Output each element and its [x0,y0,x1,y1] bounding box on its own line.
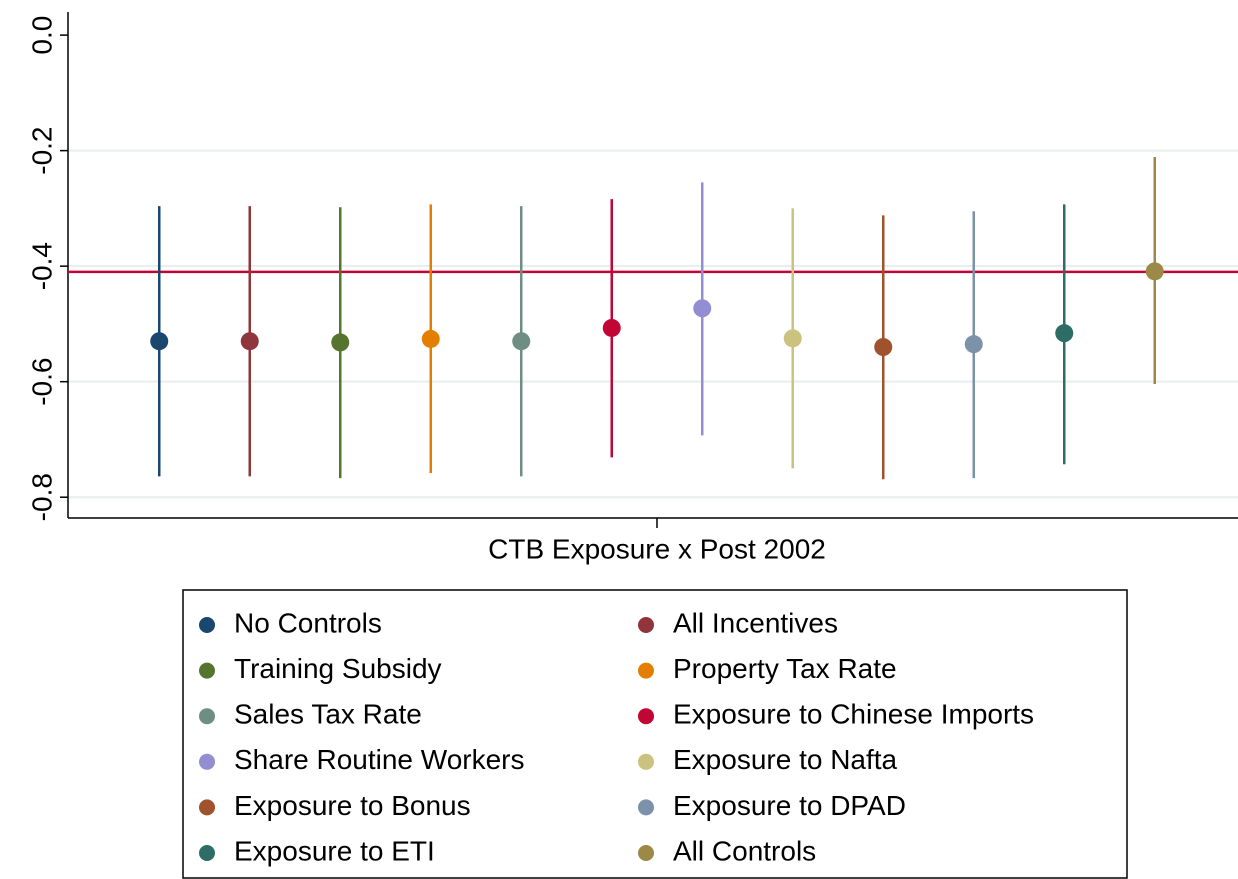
legend-marker [638,708,654,725]
point [240,332,259,351]
point [512,332,531,351]
legend-box [182,589,1128,879]
legend-label: Sales Tax Rate [234,699,422,730]
legend-marker [638,753,654,770]
legend-label: Exposure to Bonus [234,790,471,821]
y-tick-label: -0.2 [26,127,57,175]
point [874,338,893,357]
point [693,299,712,318]
legend-label: Training Subsidy [234,653,442,684]
point [602,318,621,337]
legend-label: Exposure to Chinese Imports [673,699,1034,730]
point [1145,262,1164,281]
legend-label: Exposure to ETI [234,835,435,866]
legend-marker [638,617,654,633]
x-tick-label: CTB Exposure x Post 2002 [488,533,826,564]
legend-marker [638,799,654,816]
legend-marker [199,753,215,770]
legend-label: All Incentives [673,607,838,638]
legend-label: Exposure to Nafta [673,744,898,775]
point [1055,324,1074,343]
legend-label: Property Tax Rate [673,653,897,684]
legend-marker [199,662,215,679]
point [783,329,802,348]
point [150,332,169,351]
legend-label: All Controls [673,835,816,866]
legend-marker [199,708,215,725]
y-tick-label: 0.0 [26,16,57,55]
legend-label: No Controls [234,607,382,638]
legend-marker [199,617,215,633]
y-tick-label: -0.8 [26,473,57,521]
legend-marker [638,845,654,861]
legend-label: Exposure to DPAD [673,790,906,821]
point [964,335,983,354]
legend-marker [638,662,654,679]
legend-label: Share Routine Workers [234,744,525,775]
legend-marker [199,845,215,861]
y-tick-label: -0.6 [26,358,57,406]
legend-marker [199,799,215,816]
point [421,329,440,348]
y-tick-label: -0.4 [26,242,57,290]
point [331,333,350,352]
